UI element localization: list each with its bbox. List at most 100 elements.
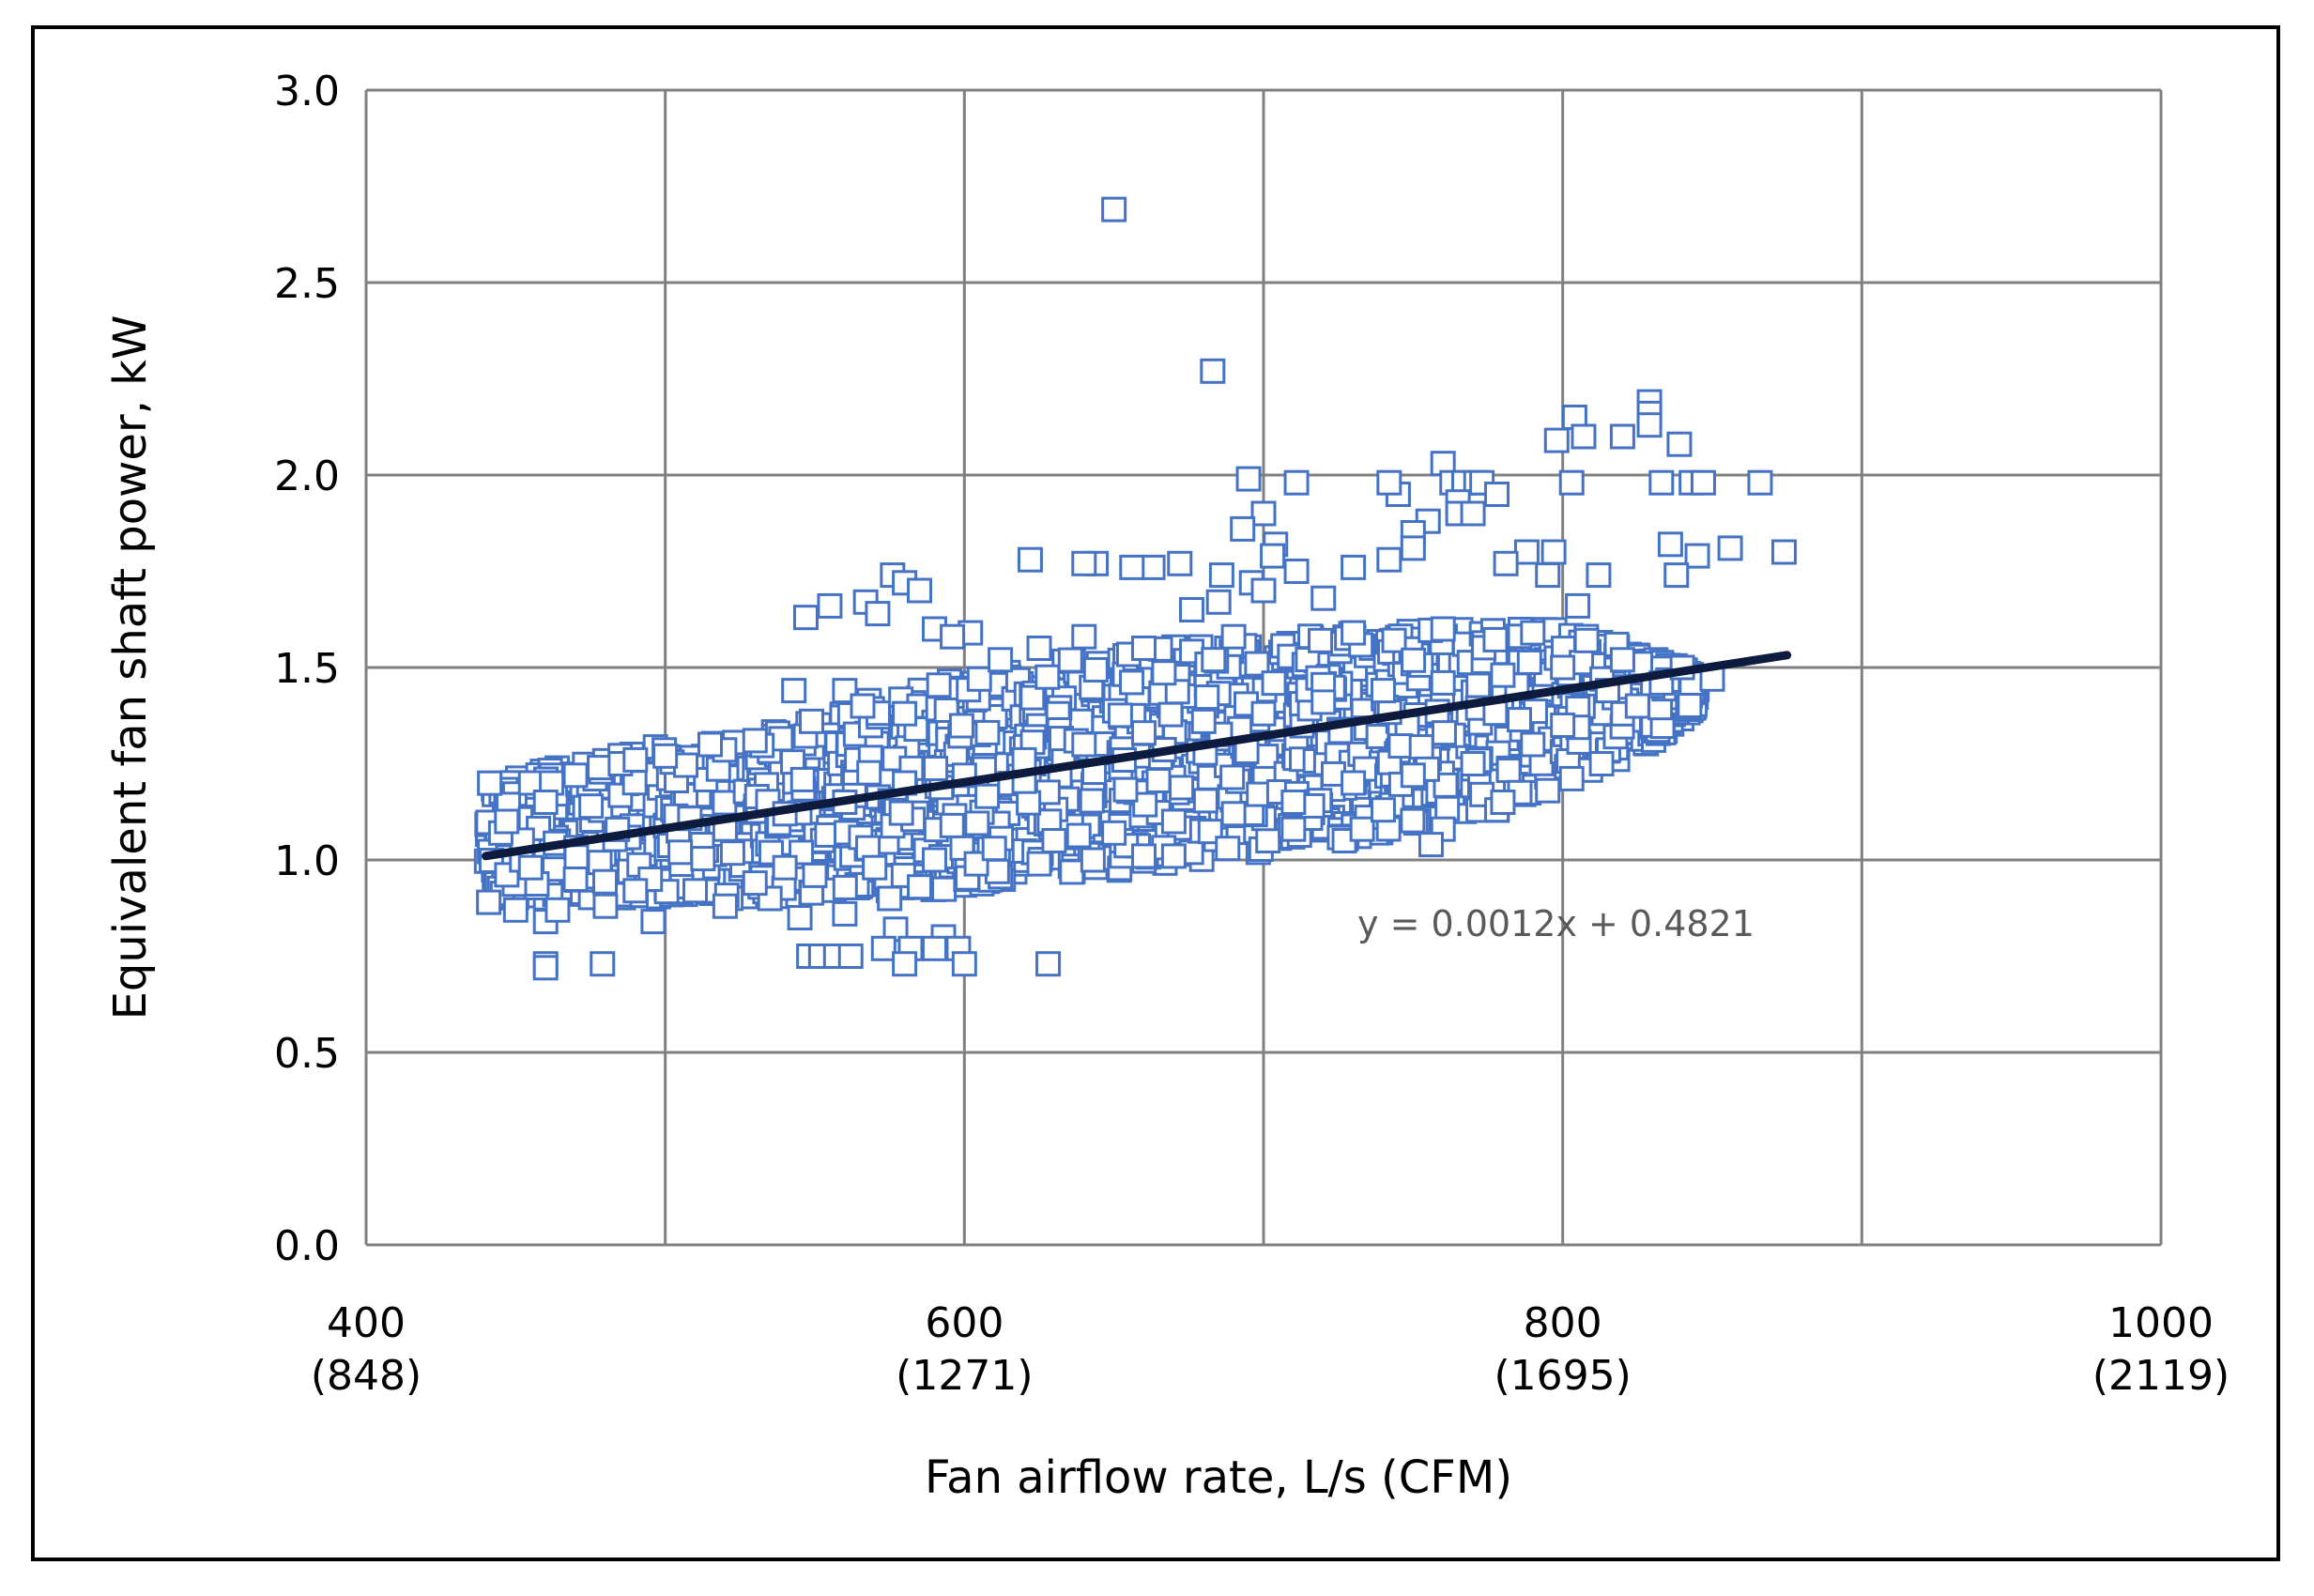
data-point — [532, 790, 559, 815]
data-point — [1280, 816, 1307, 842]
data-point — [1179, 597, 1205, 622]
data-point — [1308, 627, 1334, 653]
data-point — [1770, 539, 1797, 565]
data-point — [974, 783, 1001, 809]
data-point — [951, 951, 977, 977]
data-point — [1558, 469, 1585, 496]
data-point — [1283, 469, 1310, 496]
data-point — [1255, 828, 1281, 854]
data-point — [907, 874, 933, 900]
data-point — [1571, 423, 1597, 450]
data-point — [1310, 689, 1337, 715]
y-tick-label: 2.0 — [274, 453, 340, 500]
data-point — [948, 713, 974, 739]
data-point — [1071, 550, 1097, 576]
data-point — [1513, 539, 1540, 565]
data-point — [517, 854, 544, 881]
data-point — [502, 897, 529, 923]
data-point — [1550, 713, 1576, 738]
data-point — [719, 840, 745, 867]
data-point — [517, 770, 544, 796]
data-point — [856, 760, 882, 786]
data-point — [1460, 500, 1486, 527]
data-point — [892, 700, 918, 727]
data-point — [1079, 788, 1105, 814]
data-point — [787, 905, 813, 930]
data-point — [1717, 535, 1743, 561]
data-point — [1250, 500, 1277, 527]
x-tick-label-secondary: (2119) — [2092, 1352, 2230, 1400]
data-point — [1490, 790, 1516, 815]
data-point — [984, 858, 1010, 884]
data-point — [1065, 822, 1092, 849]
data-point — [1460, 751, 1486, 776]
data-point — [1493, 550, 1519, 576]
data-point — [1131, 636, 1157, 661]
data-point — [1131, 720, 1157, 746]
data-point — [1169, 775, 1195, 801]
data-point — [476, 889, 502, 915]
data-point — [1520, 731, 1546, 758]
x-tick-labels: 400 (848) 600 (1271) 800 (1695) 1000 (2119) — [311, 1299, 2230, 1400]
data-point — [1160, 808, 1187, 835]
data-point — [792, 605, 819, 631]
data-point — [1119, 554, 1145, 580]
data-point — [1387, 733, 1414, 760]
data-point — [1157, 701, 1184, 728]
data-point — [1219, 764, 1246, 790]
data-point — [1071, 623, 1097, 650]
data-point — [1131, 843, 1157, 869]
data-point — [1230, 515, 1256, 542]
trendline-equation: y = 0.0012x + 0.4821 — [1357, 903, 1755, 944]
data-point — [923, 756, 949, 782]
data-point — [1349, 816, 1375, 842]
x-axis-title: Fan airflow rate, L/s (CFM) — [925, 1451, 1512, 1504]
data-point — [837, 944, 864, 969]
data-point — [1636, 412, 1663, 438]
data-point — [974, 719, 1001, 745]
data-point — [1535, 562, 1561, 589]
data-point — [966, 666, 992, 692]
data-point — [712, 790, 738, 816]
data-point — [587, 755, 613, 781]
data-point — [1565, 592, 1591, 619]
data-point — [690, 846, 716, 872]
data-point — [1558, 765, 1585, 791]
data-point — [1016, 790, 1042, 816]
data-point — [781, 678, 807, 704]
data-point — [1205, 589, 1232, 615]
y-tick-label: 2.5 — [274, 260, 340, 308]
y-tick-labels: 0.0 0.5 1.0 1.5 2.0 2.5 3.0 — [274, 68, 340, 1270]
data-point — [682, 878, 709, 904]
data-point — [1167, 550, 1193, 576]
data-point — [1341, 620, 1367, 646]
x-tick-label: 800 — [1524, 1299, 1602, 1347]
data-point — [1101, 820, 1127, 846]
data-point — [1190, 708, 1217, 734]
x-tick-label: 1000 — [2108, 1299, 2214, 1347]
data-point — [1370, 797, 1396, 823]
data-point — [877, 885, 903, 912]
x-tick-label-secondary: (848) — [311, 1352, 421, 1400]
data-point — [772, 854, 798, 881]
data-point — [888, 800, 914, 826]
data-point — [1260, 543, 1286, 569]
x-tick-label: 400 — [327, 1299, 406, 1347]
data-point — [1535, 777, 1561, 804]
data-point — [1543, 427, 1570, 453]
data-point — [964, 810, 990, 836]
data-point — [1059, 859, 1085, 885]
data-point — [789, 766, 816, 792]
data-point — [667, 839, 694, 866]
data-point — [1376, 546, 1402, 573]
data-point — [562, 762, 589, 789]
data-point — [697, 731, 723, 758]
data-point — [988, 647, 1014, 673]
data-point — [1747, 469, 1773, 496]
data-point — [1341, 554, 1367, 580]
data-point — [1482, 626, 1509, 652]
data-point — [802, 862, 828, 888]
data-point — [1194, 684, 1220, 711]
data-point — [590, 951, 616, 977]
data-point — [1057, 647, 1083, 673]
